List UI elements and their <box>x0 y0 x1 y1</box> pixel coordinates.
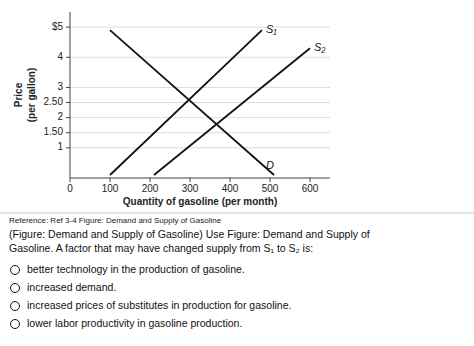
y-axis <box>70 12 71 178</box>
series-line <box>110 30 262 175</box>
y-tick-label: 4 <box>57 51 63 62</box>
x-tick-label: 100 <box>102 183 119 194</box>
y-tick-label: 2.50 <box>44 96 64 107</box>
series-line <box>110 30 274 175</box>
x-tick <box>110 178 111 182</box>
question-text: (Figure: Demand and Supply of Gasoline) … <box>9 228 370 240</box>
y-tick-label: $5 <box>52 21 64 32</box>
grid-line <box>70 102 330 103</box>
x-tick-label: 0 <box>67 183 73 194</box>
radio-circle <box>11 320 20 329</box>
grid-line <box>70 117 330 118</box>
y-tick <box>66 132 70 133</box>
y-axis-label: (per gallon) <box>26 68 37 122</box>
x-axis-label: Quantity of gasoline (per month) <box>123 196 277 207</box>
option-text: lower labor productivity in gasoline pro… <box>27 317 242 329</box>
y-axis-label: Price <box>13 82 24 107</box>
option-text: increased demand. <box>27 281 116 293</box>
radio-circle <box>11 302 20 311</box>
reference-text: Reference: Ref 3-4 Figure: Demand and Su… <box>9 216 222 225</box>
y-tick-label: 3 <box>57 81 63 92</box>
separator <box>0 213 474 214</box>
grid-line <box>70 87 330 88</box>
x-tick <box>70 178 71 182</box>
x-tick <box>310 178 311 182</box>
y-tick-label: 1.50 <box>44 126 64 137</box>
x-tick <box>270 178 271 182</box>
x-tick-label: 500 <box>262 183 279 194</box>
question-text: Gasoline. A factor that may have changed… <box>9 242 313 254</box>
x-tick-label: 600 <box>302 183 319 194</box>
x-tick <box>150 178 151 182</box>
grid-line <box>70 27 330 28</box>
grid-line <box>70 132 330 133</box>
x-tick-label: 200 <box>142 183 159 194</box>
grid-line <box>70 147 330 148</box>
radio-circle <box>11 266 20 275</box>
x-tick <box>190 178 191 182</box>
line-label: S₂ <box>314 41 326 53</box>
y-tick <box>66 117 70 118</box>
option-text: increased prices of substitutes in produ… <box>27 299 291 311</box>
y-tick-label: 1 <box>57 141 63 152</box>
option-text: better technology in the production of g… <box>27 263 245 275</box>
x-tick <box>230 178 231 182</box>
line-label: S₁ <box>266 23 277 35</box>
y-tick-label: 2 <box>57 111 63 122</box>
radio-circle <box>11 284 20 293</box>
x-axis <box>70 178 330 179</box>
grid-line <box>70 57 330 58</box>
y-tick <box>66 147 70 148</box>
y-tick <box>66 57 70 58</box>
series-line <box>154 48 310 175</box>
chart: 1 1.50 2 2.50 3 4 $5 0 100 200 300 400 500 600 D S₁ S₂ Pr… <box>0 0 474 346</box>
y-tick <box>66 87 70 88</box>
line-label: D <box>266 159 274 171</box>
plot-lines <box>110 30 310 175</box>
y-tick <box>66 27 70 28</box>
y-tick <box>66 102 70 103</box>
x-tick-label: 300 <box>182 183 199 194</box>
x-tick-label: 400 <box>222 183 239 194</box>
